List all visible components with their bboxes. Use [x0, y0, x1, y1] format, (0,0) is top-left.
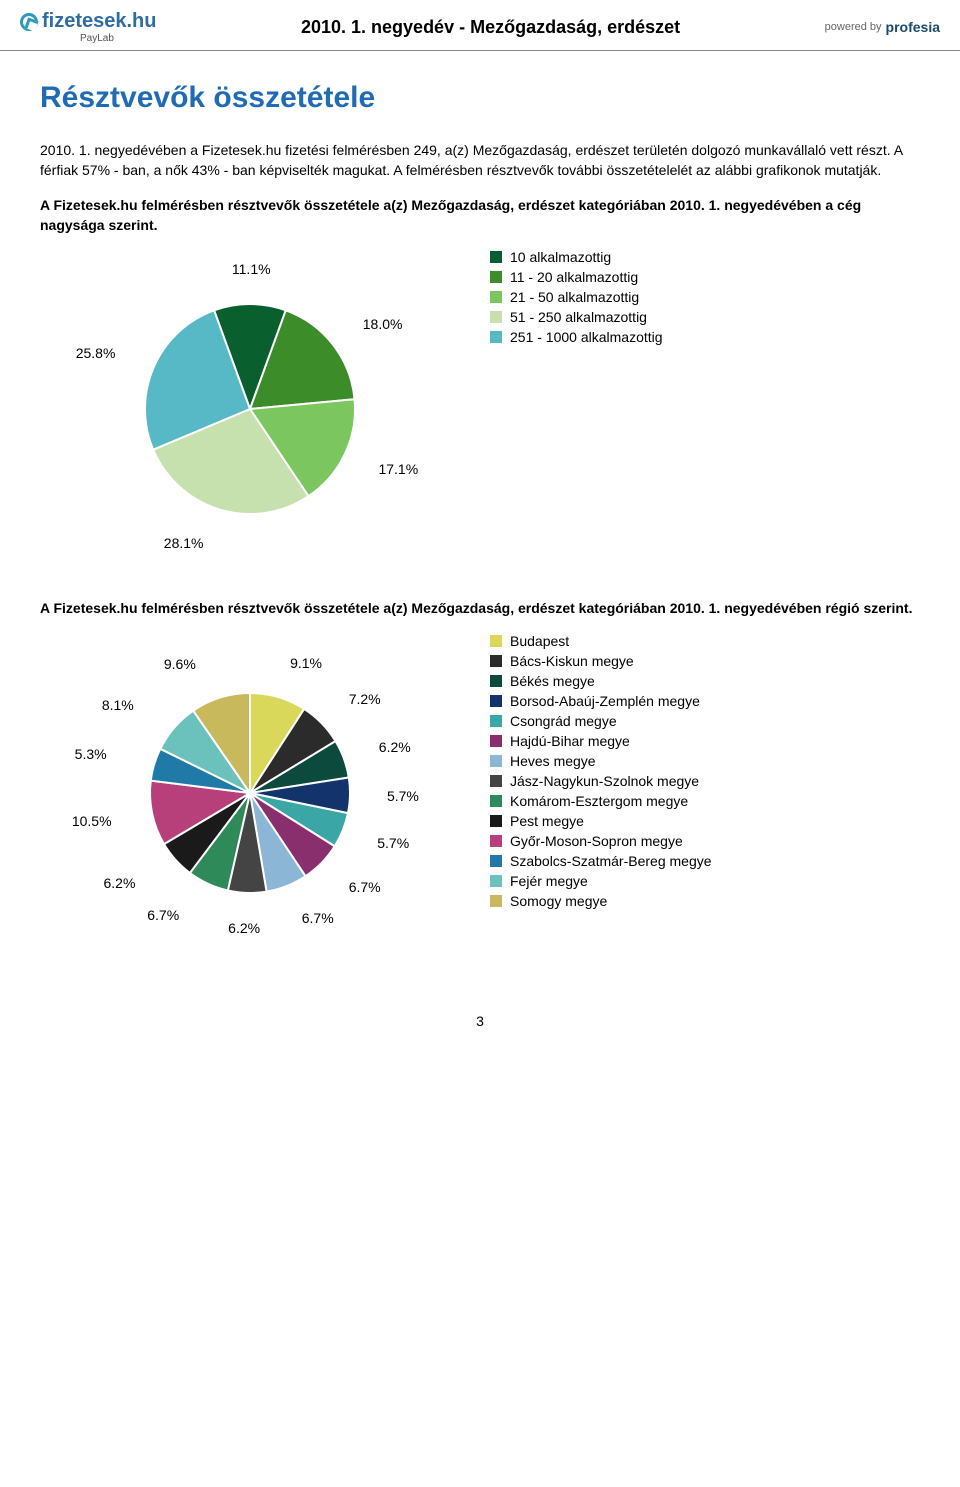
legend-swatch [490, 795, 502, 807]
legend-label: Pest megye [510, 813, 584, 829]
header-title: 2010. 1. negyedév - Mezőgazdaság, erdész… [156, 17, 824, 38]
legend-label: Szabolcs-Szatmár-Bereg megye [510, 853, 712, 869]
page-content: Résztvevők összetétele 2010. 1. negyedév… [0, 51, 960, 993]
legend-label: Somogy megye [510, 893, 607, 909]
pie-slice-label: 9.6% [164, 656, 196, 672]
chart2-block: 9.1% 7.2% 6.2% 5.7% 5.7% 6.7% 6.7% 6.2% 6.7% 6.2%… [40, 633, 920, 953]
legend-row: Budapest [490, 633, 712, 649]
chart1-pie: 11.1% 18.0% 17.1% 28.1% 25.8% [40, 249, 460, 569]
legend-swatch [490, 271, 502, 283]
sub-brand: PayLab [80, 33, 114, 44]
legend-label: Győr-Moson-Sopron megye [510, 833, 683, 849]
legend-label: Bács-Kiskun megye [510, 653, 634, 669]
legend-label: Jász-Nagykun-Szolnok megye [510, 773, 699, 789]
legend-swatch [490, 835, 502, 847]
chart2-legend: Budapest Bács-Kiskun megye Békés megye Bors… [490, 633, 712, 913]
powered-prefix: powered by [825, 21, 882, 33]
legend-swatch [490, 895, 502, 907]
pie-slice-label: 6.2% [104, 875, 136, 891]
legend-swatch [490, 815, 502, 827]
brand-text: fizetesek.hu [42, 10, 156, 33]
legend-label: Budapest [510, 633, 569, 649]
brand-logo: fizetesek.hu PayLab [20, 10, 156, 44]
legend-swatch [490, 675, 502, 687]
legend-label: Komárom-Esztergom megye [510, 793, 688, 809]
legend-row: 51 - 250 alkalmazottig [490, 309, 663, 325]
legend-swatch [490, 251, 502, 263]
brand-ring-icon [20, 13, 38, 31]
legend-row: Csongrád megye [490, 713, 712, 729]
legend-row: Győr-Moson-Sopron megye [490, 833, 712, 849]
legend-swatch [490, 635, 502, 647]
legend-label: Heves megye [510, 753, 596, 769]
pie-slice-label: 17.1% [378, 461, 418, 477]
legend-row: Somogy megye [490, 893, 712, 909]
legend-row: Bács-Kiskun megye [490, 653, 712, 669]
legend-row: Heves megye [490, 753, 712, 769]
legend-label: Hajdú-Bihar megye [510, 733, 630, 749]
legend-row: Fejér megye [490, 873, 712, 889]
pie-slice-label: 5.3% [75, 746, 107, 762]
legend-label: 21 - 50 alkalmazottig [510, 289, 639, 305]
legend-label: Csongrád megye [510, 713, 617, 729]
pie-slice-label: 28.1% [164, 535, 204, 551]
legend-row: Békés megye [490, 673, 712, 689]
legend-swatch [490, 735, 502, 747]
pie-slice-label: 10.5% [72, 813, 112, 829]
pie-slice-label: 6.2% [379, 739, 411, 755]
powered-by: powered by profesia [825, 19, 940, 35]
legend-swatch [490, 875, 502, 887]
legend-label: Fejér megye [510, 873, 588, 889]
legend-label: 11 - 20 alkalmazottig [510, 269, 638, 285]
intro-paragraph: 2010. 1. negyedévében a Fizetesek.hu fiz… [40, 141, 920, 180]
legend-row: 251 - 1000 alkalmazottig [490, 329, 663, 345]
powered-brand: profesia [886, 19, 940, 35]
legend-swatch [490, 855, 502, 867]
pie-slice-label: 25.8% [76, 345, 116, 361]
legend-label: Borsod-Abaúj-Zemplén megye [510, 693, 700, 709]
legend-row: Borsod-Abaúj-Zemplén megye [490, 693, 712, 709]
pie-slice-label: 8.1% [102, 697, 134, 713]
chart1-legend: 10 alkalmazottig 11 - 20 alkalmazottig 21 … [490, 249, 663, 349]
chart1-block: 11.1% 18.0% 17.1% 28.1% 25.8% 10 alkalmazott… [40, 249, 920, 569]
legend-swatch [490, 331, 502, 343]
pie-slice-label: 7.2% [349, 691, 381, 707]
legend-swatch [490, 755, 502, 767]
legend-swatch [490, 291, 502, 303]
pie-slice-label: 5.7% [377, 835, 409, 851]
chart2-heading: A Fizetesek.hu felmérésben résztvevők ös… [40, 599, 920, 619]
legend-row: Szabolcs-Szatmár-Bereg megye [490, 853, 712, 869]
section-title: Résztvevők összetétele [40, 81, 920, 115]
pie-slice-label: 6.7% [349, 879, 381, 895]
legend-swatch [490, 655, 502, 667]
page-header: fizetesek.hu PayLab 2010. 1. negyedév - … [0, 0, 960, 51]
legend-label: 251 - 1000 alkalmazottig [510, 329, 663, 345]
legend-label: 10 alkalmazottig [510, 249, 611, 265]
legend-label: Békés megye [510, 673, 595, 689]
legend-swatch [490, 715, 502, 727]
pie-slice-label: 6.2% [228, 920, 260, 936]
chart1-heading: A Fizetesek.hu felmérésben résztvevők ös… [40, 196, 920, 235]
pie-slice-label: 6.7% [147, 907, 179, 923]
legend-row: Hajdú-Bihar megye [490, 733, 712, 749]
pie-slice-label: 6.7% [302, 910, 334, 926]
pie-slice-label: 9.1% [290, 655, 322, 671]
legend-row: 10 alkalmazottig [490, 249, 663, 265]
chart2-pie: 9.1% 7.2% 6.2% 5.7% 5.7% 6.7% 6.7% 6.2% 6.7% 6.2%… [40, 633, 460, 953]
pie-slice-label: 18.0% [363, 316, 403, 332]
pie-slice-label: 5.7% [387, 788, 419, 804]
legend-row: 21 - 50 alkalmazottig [490, 289, 663, 305]
legend-row: Jász-Nagykun-Szolnok megye [490, 773, 712, 789]
pie-slice-label: 11.1% [232, 261, 271, 277]
legend-label: 51 - 250 alkalmazottig [510, 309, 647, 325]
legend-row: Komárom-Esztergom megye [490, 793, 712, 809]
page-number: 3 [0, 993, 960, 1049]
legend-swatch [490, 311, 502, 323]
legend-row: 11 - 20 alkalmazottig [490, 269, 663, 285]
legend-row: Pest megye [490, 813, 712, 829]
legend-swatch [490, 695, 502, 707]
legend-swatch [490, 775, 502, 787]
